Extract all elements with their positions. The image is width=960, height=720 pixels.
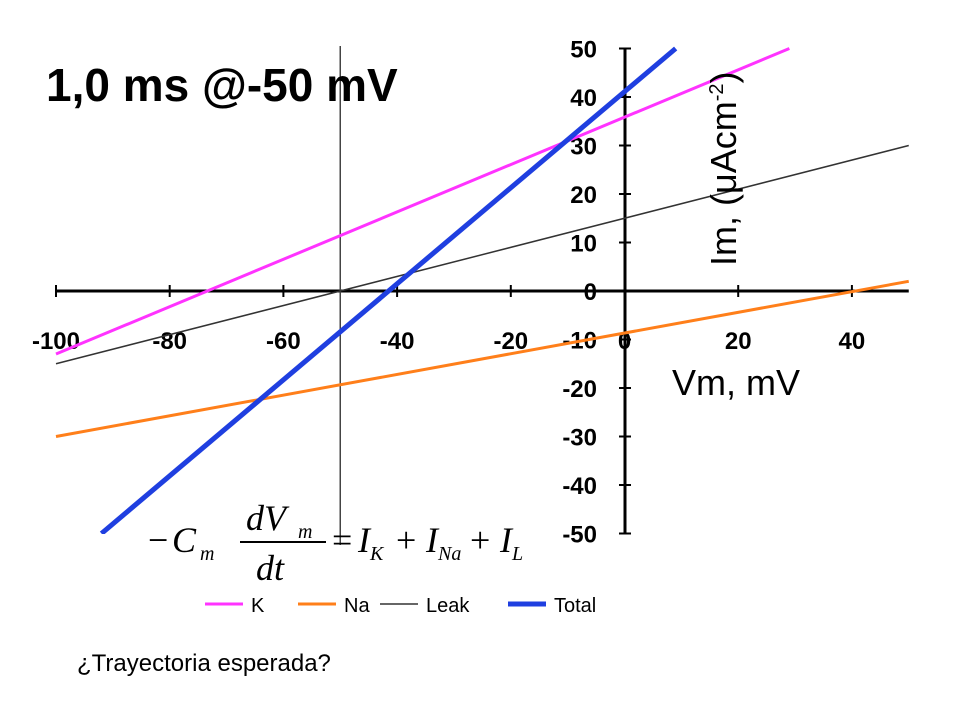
y-tick-label: -40 <box>562 473 597 500</box>
eq-ik: I <box>357 520 372 560</box>
slide-title: 1,0 ms @-50 mV <box>46 59 398 111</box>
eq-ina: I <box>425 520 440 560</box>
eq-cm: C <box>172 520 197 560</box>
y-tick-label: 50 <box>570 37 597 64</box>
y-axis-label-close: ) <box>703 71 744 84</box>
eq-minus: − <box>148 520 168 560</box>
y-tick-label: -50 <box>562 522 597 549</box>
y-tick-label: -30 <box>562 425 597 452</box>
eq-plus-2: + <box>470 520 490 560</box>
eq-ina-sub: Na <box>437 543 461 565</box>
y-tick-label: 40 <box>570 85 597 112</box>
y-tick-label: -20 <box>562 376 597 403</box>
eq-v-sub: m <box>298 521 312 543</box>
x-tick-label: -80 <box>152 328 187 355</box>
series-line-total <box>99 46 678 534</box>
x-tick-label: 20 <box>725 328 752 355</box>
y-tick-label: 20 <box>570 182 597 209</box>
y-axis-label: Im, (μAcm-2) <box>703 71 745 266</box>
eq-plus-1: + <box>396 520 416 560</box>
y-axis-label-exponent: -2 <box>706 83 728 102</box>
legend-label-na: Na <box>344 595 370 617</box>
eq-ik-sub: K <box>369 543 385 565</box>
series-line-na <box>55 279 910 438</box>
eq-equals: = <box>332 520 352 560</box>
y-axis-label-main: Im, (μAcm <box>703 101 744 266</box>
y-tick-label: 10 <box>570 231 597 258</box>
x-tick-label: -100 <box>32 328 80 355</box>
eq-cm-sub: m <box>200 543 214 565</box>
x-tick-label: 40 <box>839 328 866 355</box>
y-tick-label: 0 <box>584 279 597 306</box>
legend-label-leak: Leak <box>426 595 470 617</box>
eq-il: I <box>499 520 514 560</box>
x-tick-label: -40 <box>380 328 415 355</box>
x-axis-label: Vm, mV <box>672 362 801 403</box>
x-tick-label: -60 <box>266 328 301 355</box>
eq-dv: dV <box>246 498 290 538</box>
series-line-leak <box>55 144 909 365</box>
membrane-equation: − C m dV m dt = I K + I Na + I L <box>148 498 523 588</box>
legend-label-k: K <box>251 595 265 617</box>
legend-label-total: Total <box>554 595 596 617</box>
question-text: ¿Trayectoria esperada? <box>77 650 331 677</box>
eq-dt: dt <box>256 548 285 588</box>
series-line-k <box>55 47 790 356</box>
eq-il-sub: L <box>511 543 523 565</box>
